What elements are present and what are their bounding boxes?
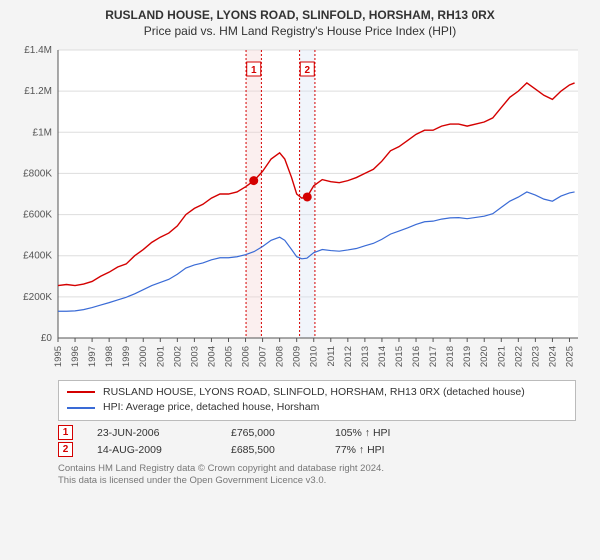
svg-text:£1.4M: £1.4M: [24, 45, 52, 56]
sale-price: £765,000: [231, 427, 311, 439]
sale-pct: 77% ↑ HPI: [335, 444, 435, 456]
legend: RUSLAND HOUSE, LYONS ROAD, SLINFOLD, HOR…: [58, 380, 576, 422]
svg-text:2010: 2010: [309, 346, 320, 367]
svg-text:1998: 1998: [104, 346, 115, 367]
sale-date: 23-JUN-2006: [97, 427, 207, 439]
chart-subtitle: Price paid vs. HM Land Registry's House …: [10, 24, 590, 38]
svg-text:2020: 2020: [479, 346, 490, 367]
svg-text:2006: 2006: [241, 346, 252, 367]
svg-text:2025: 2025: [564, 346, 575, 367]
chart-title: RUSLAND HOUSE, LYONS ROAD, SLINFOLD, HOR…: [10, 8, 590, 24]
svg-text:2022: 2022: [513, 346, 524, 367]
svg-text:2012: 2012: [343, 346, 354, 367]
svg-text:2023: 2023: [530, 346, 541, 367]
sale-marker-icon: 1: [58, 425, 73, 440]
legend-swatch: [67, 407, 95, 409]
svg-text:£600K: £600K: [23, 209, 52, 220]
svg-text:2007: 2007: [258, 346, 269, 367]
sale-price: £685,500: [231, 444, 311, 456]
svg-text:2015: 2015: [394, 346, 405, 367]
sale-marker-icon: 2: [58, 442, 73, 457]
svg-text:2: 2: [304, 65, 310, 76]
svg-text:2024: 2024: [547, 346, 558, 367]
legend-label: RUSLAND HOUSE, LYONS ROAD, SLINFOLD, HOR…: [103, 385, 525, 401]
sale-date: 14-AUG-2009: [97, 444, 207, 456]
svg-text:1995: 1995: [53, 346, 64, 367]
sale-pct: 105% ↑ HPI: [335, 427, 435, 439]
legend-item: HPI: Average price, detached house, Hors…: [67, 400, 567, 416]
svg-text:£1.2M: £1.2M: [24, 86, 52, 97]
svg-text:£1M: £1M: [33, 127, 52, 138]
footnote-line: Contains HM Land Registry data © Crown c…: [58, 463, 576, 475]
svg-text:1999: 1999: [121, 346, 132, 367]
sale-row: 2 14-AUG-2009 £685,500 77% ↑ HPI: [58, 442, 576, 457]
svg-text:2019: 2019: [462, 346, 473, 367]
svg-text:2011: 2011: [326, 346, 337, 366]
footnote: Contains HM Land Registry data © Crown c…: [58, 463, 576, 487]
svg-text:2008: 2008: [275, 346, 286, 367]
svg-text:2021: 2021: [496, 346, 507, 367]
svg-text:£400K: £400K: [23, 250, 52, 261]
svg-text:2005: 2005: [223, 346, 234, 367]
legend-item: RUSLAND HOUSE, LYONS ROAD, SLINFOLD, HOR…: [67, 385, 567, 401]
sale-row: 1 23-JUN-2006 £765,000 105% ↑ HPI: [58, 425, 576, 440]
svg-text:2016: 2016: [411, 346, 422, 367]
sales-list: 1 23-JUN-2006 £765,000 105% ↑ HPI 2 14-A…: [58, 425, 576, 457]
legend-label: HPI: Average price, detached house, Hors…: [103, 400, 319, 416]
svg-text:2013: 2013: [360, 346, 371, 367]
line-chart-svg: £0 £200K £400K £600K £800K £1M £1.2M £1.4M 1995 1…: [10, 44, 590, 374]
legend-swatch: [67, 391, 95, 393]
svg-text:2002: 2002: [172, 346, 183, 367]
svg-text:2014: 2014: [377, 346, 388, 367]
chart-area: £0 £200K £400K £600K £800K £1M £1.2M £1.4M 1995 1…: [10, 44, 590, 374]
svg-text:2000: 2000: [138, 346, 149, 367]
svg-text:1996: 1996: [70, 346, 81, 367]
svg-text:2009: 2009: [292, 346, 303, 367]
svg-text:£800K: £800K: [23, 168, 52, 179]
svg-text:1997: 1997: [87, 346, 98, 367]
footnote-line: This data is licensed under the Open Gov…: [58, 475, 576, 487]
svg-text:2004: 2004: [206, 346, 217, 367]
svg-text:2018: 2018: [445, 346, 456, 367]
svg-text:2001: 2001: [155, 346, 166, 367]
svg-text:£0: £0: [41, 333, 53, 344]
svg-text:2003: 2003: [189, 346, 200, 367]
svg-text:2017: 2017: [428, 346, 439, 367]
svg-text:1: 1: [251, 65, 257, 76]
svg-text:£200K: £200K: [23, 291, 52, 302]
